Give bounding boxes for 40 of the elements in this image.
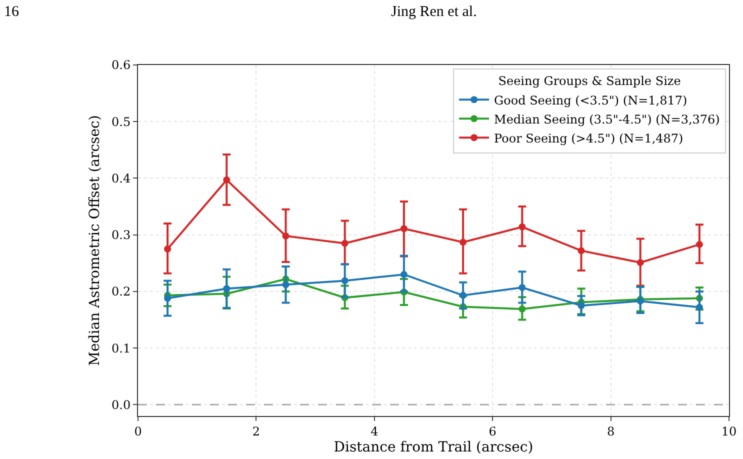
point xyxy=(460,238,467,246)
point xyxy=(223,176,230,184)
text: 16 xyxy=(4,4,20,20)
point xyxy=(518,306,526,312)
point xyxy=(282,232,290,240)
point xyxy=(400,270,408,278)
point xyxy=(696,304,703,311)
x-tick-label: 6 xyxy=(488,424,496,438)
y-tick-label: 0.5 xyxy=(112,114,131,129)
y-tick-label: 0.1 xyxy=(112,341,131,356)
y-axis-title: Median Astrometric Offset (arcsec) xyxy=(87,115,104,366)
point xyxy=(400,225,408,232)
x-tick-label: 8 xyxy=(606,424,615,438)
point xyxy=(164,245,172,252)
point xyxy=(518,284,526,291)
y-tick-label: 0.3 xyxy=(112,228,131,242)
point xyxy=(223,285,230,292)
legend-label: Poor Seeing (>4.5") (N=1,487) xyxy=(494,131,684,146)
point xyxy=(460,292,467,299)
x-tick-label: 10 xyxy=(721,424,737,438)
y-tick-label: 0.2 xyxy=(112,284,131,299)
y-tick-label: 0.4 xyxy=(112,171,131,186)
x-tick-label: 4 xyxy=(370,424,379,438)
x-axis-title: Distance from Trail (arcsec) xyxy=(334,440,534,456)
x-tick-label: 0 xyxy=(134,424,142,438)
y-tick-label: 0.0 xyxy=(112,398,131,412)
y-tick-label: 0.6 xyxy=(112,58,131,72)
legend-label: Median Seeing (3.5"-4.5") (N=3,376) xyxy=(494,112,720,126)
point xyxy=(341,277,348,284)
point xyxy=(696,240,703,248)
legend-title: Seeing Groups & Sample Size xyxy=(498,74,681,88)
point xyxy=(164,294,172,302)
point xyxy=(578,247,585,254)
x-tick-label: 2 xyxy=(252,424,260,438)
point xyxy=(518,223,526,230)
point xyxy=(341,240,348,247)
legend-label: Good Seeing (<3.5") (N=1,817) xyxy=(494,93,688,108)
point xyxy=(636,259,644,266)
text: Jing Ren et al. xyxy=(391,4,477,20)
point xyxy=(578,302,585,310)
